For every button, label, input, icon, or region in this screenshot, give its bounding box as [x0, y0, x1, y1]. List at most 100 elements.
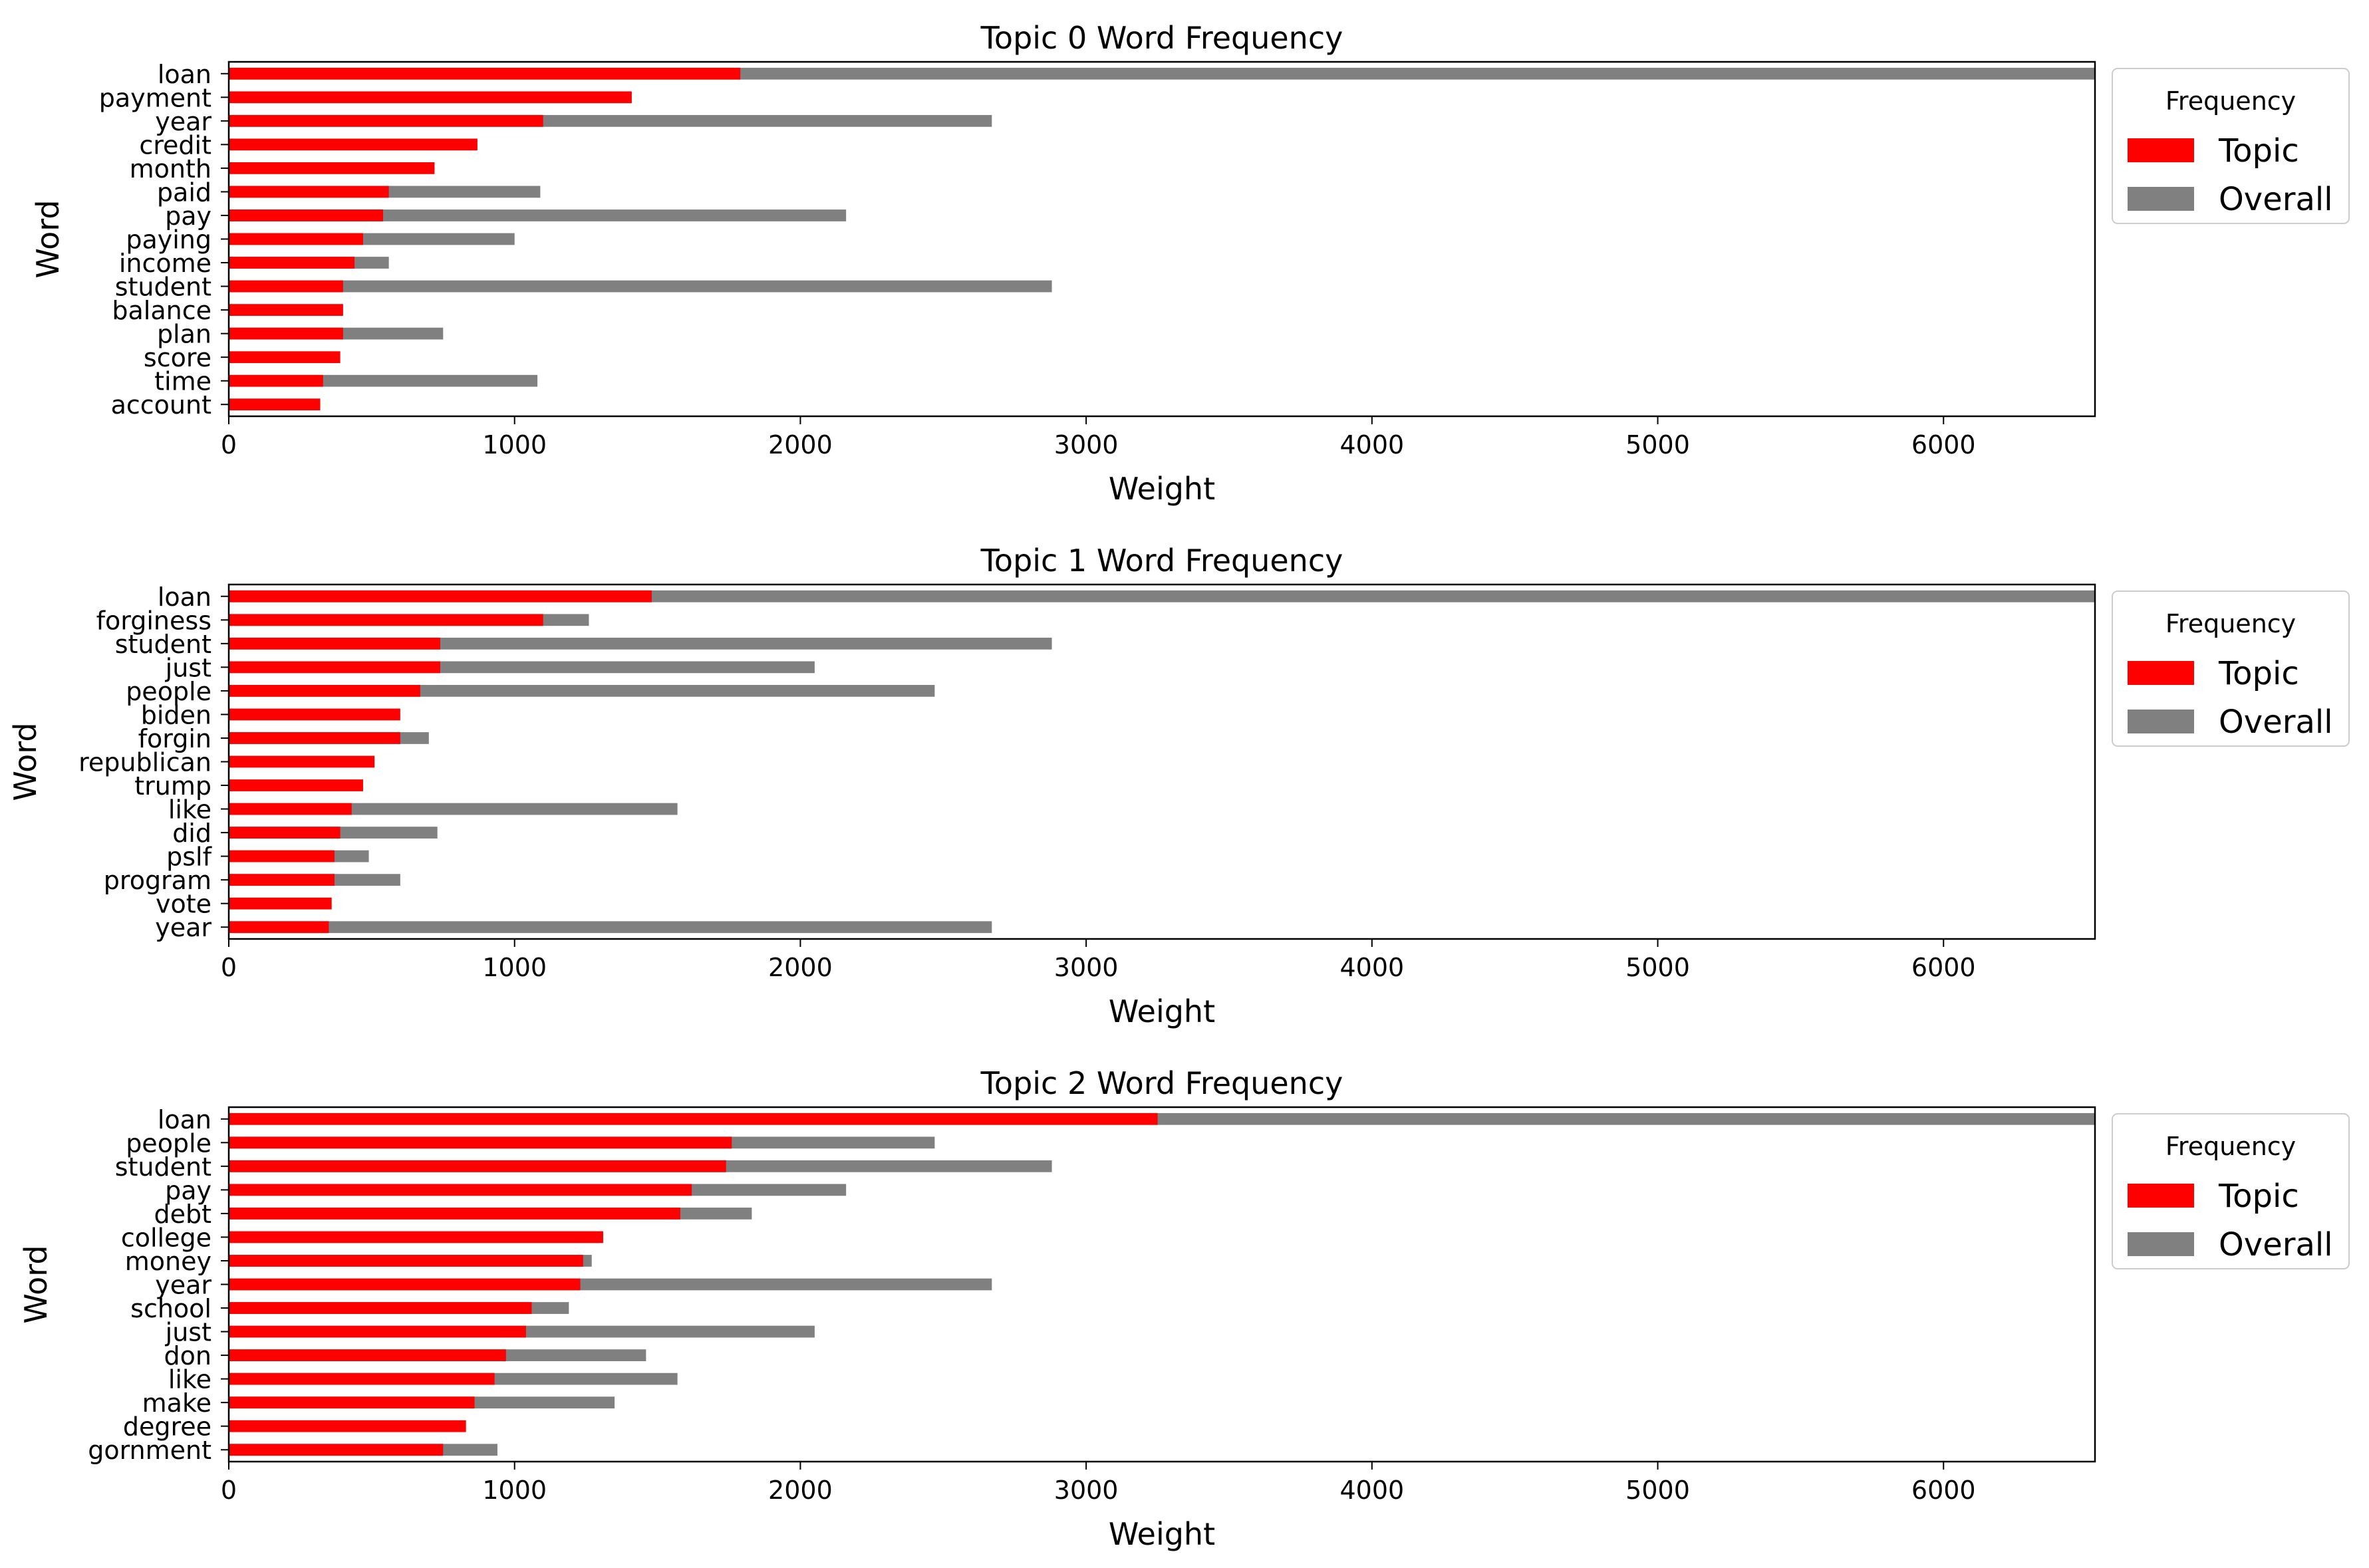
bar-topic-trump [229, 779, 363, 791]
chart-0: Topic 0 Word Frequency loanpaymentyearcre… [30, 20, 2350, 507]
legend: Frequency Topic Overall [2112, 1113, 2350, 1269]
y-tick-label: paid [157, 178, 211, 207]
bar-topic-balance [229, 304, 343, 316]
y-tick-label: money [125, 1247, 211, 1276]
legend-label-overall: Overall [2219, 181, 2333, 218]
x-tick-label: 2000 [768, 953, 833, 982]
y-tick-label: college [121, 1223, 211, 1252]
y-tick-label: forgin [138, 724, 211, 753]
bar-topic-paid [229, 186, 389, 198]
bar-overall-student [229, 280, 1052, 293]
bar-topic-loan [229, 67, 741, 80]
x-tick-label: 5000 [1625, 430, 1690, 459]
y-tick-label: people [126, 1128, 211, 1158]
bar-topic-like [229, 803, 352, 815]
y-tick-label: account [111, 390, 211, 420]
bar-topic-payment [229, 91, 632, 104]
x-tick-label: 1000 [482, 953, 547, 982]
bar-topic-make [229, 1396, 475, 1409]
legend-swatch-overall [2128, 187, 2194, 211]
bar-topic-republican [229, 755, 375, 768]
bar-topic-gornment [229, 1444, 444, 1456]
x-tick-label: 3000 [1054, 953, 1119, 982]
y-tick-label: pay [165, 201, 211, 231]
y-tick-label: student [115, 630, 211, 659]
plot-frame [227, 583, 2096, 940]
chart-title: Topic 0 Word Frequency [980, 20, 1343, 56]
bar-topic-pay [229, 1184, 692, 1196]
chart-2: Topic 2 Word Frequency loanpeoplestudentp… [18, 1065, 2350, 1552]
y-tick-label: gornment [88, 1436, 211, 1465]
x-axis-label: Weight [1109, 1516, 1215, 1552]
bar-topic-credit [229, 138, 478, 151]
y-axis-label: Word [18, 1245, 54, 1323]
y-tick-label: like [168, 1365, 211, 1394]
y-tick-label: paying [126, 225, 211, 255]
bar-topic-score [229, 351, 341, 364]
legend-swatch-topic [2128, 661, 2194, 685]
legend-swatch-topic [2128, 138, 2194, 162]
bar-topic-school [229, 1302, 532, 1314]
bar-topic-don [229, 1349, 506, 1361]
bar-topic-forginess [229, 614, 543, 626]
y-tick-label: payment [99, 83, 211, 112]
legend-swatch-topic [2128, 1184, 2194, 1208]
x-tick-label: 5000 [1625, 1476, 1690, 1505]
y-tick-label: loan [158, 583, 211, 612]
y-tick-label: loan [158, 1105, 211, 1134]
bar-topic-student [229, 1160, 726, 1172]
bar-topic-vote [229, 897, 332, 910]
y-tick-label: did [172, 819, 211, 848]
y-tick-label: year [155, 107, 211, 136]
legend-box [2112, 68, 2350, 224]
x-tick-label: 6000 [1911, 1476, 1976, 1505]
legend-swatch-overall [2128, 1232, 2194, 1256]
bar-topic-student [229, 637, 440, 650]
bar-topic-time [229, 374, 323, 387]
bar-topic-money [229, 1255, 583, 1267]
chart-title: Topic 2 Word Frequency [980, 1065, 1343, 1101]
y-tick-label: pslf [166, 843, 212, 872]
legend: Frequency Topic Overall [2112, 68, 2350, 224]
x-tick-label: 5000 [1625, 953, 1690, 982]
x-tick-label: 3000 [1054, 1476, 1119, 1505]
bar-topic-like [229, 1372, 495, 1385]
x-tick-label: 6000 [1911, 430, 1976, 459]
bar-topic-did [229, 827, 341, 839]
legend-swatch-overall [2128, 710, 2194, 733]
y-tick-label: school [130, 1294, 211, 1323]
y-axis-label: Word [7, 722, 43, 801]
y-tick-label: forginess [96, 606, 211, 635]
plot-frame [227, 61, 2096, 418]
x-tick-label: 4000 [1339, 953, 1404, 982]
y-tick-label: just [165, 653, 211, 682]
bar-topic-income [229, 257, 355, 269]
legend-box [2112, 590, 2350, 747]
legend-label-overall: Overall [2219, 1226, 2333, 1263]
y-tick-label: vote [156, 890, 211, 919]
y-tick-label: year [155, 1271, 211, 1300]
x-tick-label: 4000 [1339, 430, 1404, 459]
y-tick-label: income [119, 249, 211, 278]
bar-topic-year [229, 114, 543, 127]
bar-topic-student [229, 280, 343, 293]
bar-topic-year [229, 921, 329, 934]
y-tick-label: just [165, 1318, 211, 1347]
bar-topic-account [229, 398, 321, 411]
x-axis-label: Weight [1109, 993, 1215, 1029]
bar-topic-people [229, 1136, 732, 1149]
bar-topic-loan [229, 590, 652, 602]
x-tick-label: 6000 [1911, 953, 1976, 982]
y-tick-label: biden [141, 700, 211, 729]
bar-topic-plan [229, 327, 343, 340]
x-tick-label: 2000 [768, 430, 833, 459]
bar-overall-loan [229, 590, 2095, 602]
bar-topic-paying [229, 233, 363, 245]
chart-1: Topic 1 Word Frequency loanforginessstude… [7, 543, 2350, 1029]
legend-title: Frequency [2165, 86, 2296, 116]
bar-topic-biden [229, 708, 400, 721]
y-tick-label: republican [78, 748, 211, 777]
bar-topic-month [229, 162, 435, 174]
x-tick-label: 0 [221, 430, 237, 459]
x-tick-label: 1000 [482, 430, 547, 459]
